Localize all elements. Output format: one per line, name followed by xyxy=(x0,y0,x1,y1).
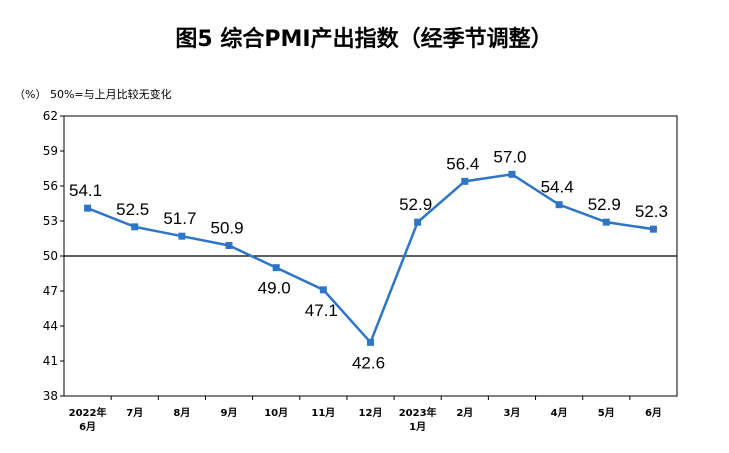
x-tick-label: 2022年 xyxy=(69,406,107,419)
data-label: 51.7 xyxy=(163,209,196,228)
unit-note: （%） 50%=与上月比较无变化 xyxy=(14,87,172,101)
x-axis: 2022年 6月 7月 8月 9月 10月 11月 12月 2023年 1月 2月 3月 4月 5月 6月 xyxy=(69,396,662,433)
data-point-marker xyxy=(508,170,516,178)
y-tick-label: 47 xyxy=(43,284,58,298)
x-tick-label: 12月 xyxy=(359,407,383,419)
chart-title: 图5 综合PMI产出指数（经季节调整） xyxy=(175,26,552,52)
x-tick-label: 4月 xyxy=(551,407,568,419)
data-point-marker xyxy=(272,264,280,272)
x-tick-label: 5月 xyxy=(598,407,615,419)
data-label: 56.4 xyxy=(446,154,479,173)
data-label: 52.9 xyxy=(399,195,432,214)
y-tick-label: 44 xyxy=(43,319,58,333)
data-point-marker xyxy=(225,242,233,249)
x-tick-label: 9月 xyxy=(221,407,238,419)
y-tick-label: 38 xyxy=(43,389,58,403)
data-point-marker xyxy=(131,223,139,231)
x-tick-label: 2023年 xyxy=(399,406,437,419)
data-point-marker xyxy=(319,286,327,294)
data-labels: 54.1 52.5 51.7 50.9 49.0 47.1 42.6 52.9 56.4 57.0… xyxy=(69,147,668,372)
x-tick-label: 1月 xyxy=(409,421,426,433)
data-label: 57.0 xyxy=(493,147,526,166)
data-point-marker xyxy=(367,338,374,346)
data-point-marker xyxy=(414,218,422,226)
y-tick-label: 41 xyxy=(43,354,58,368)
data-label: 52.5 xyxy=(116,200,149,219)
x-tick-label: 3月 xyxy=(503,407,520,419)
series-markers xyxy=(84,170,657,346)
data-label: 42.6 xyxy=(352,353,385,372)
data-point-marker xyxy=(84,204,92,212)
data-point-marker xyxy=(461,177,469,185)
series-line xyxy=(87,173,654,345)
data-point-marker xyxy=(602,218,610,226)
data-label: 50.9 xyxy=(210,219,243,238)
data-point-marker xyxy=(178,232,186,240)
data-label: 47.1 xyxy=(305,301,338,320)
x-tick-label: 7月 xyxy=(126,407,143,419)
x-tick-label: 11月 xyxy=(311,407,335,419)
y-axis: 38 41 44 47 50 53 56 59 62 xyxy=(43,109,64,403)
y-tick-label: 56 xyxy=(43,179,58,193)
data-label: 54.1 xyxy=(69,181,102,200)
data-label: 52.3 xyxy=(635,202,668,221)
x-tick-label: 6月 xyxy=(79,421,96,433)
data-point-marker xyxy=(649,225,657,233)
data-label: 54.4 xyxy=(541,178,574,197)
y-tick-label: 53 xyxy=(43,214,58,228)
data-label: 49.0 xyxy=(258,279,291,298)
x-tick-label: 8月 xyxy=(173,407,190,419)
y-tick-label: 62 xyxy=(43,109,58,123)
data-label: 52.9 xyxy=(588,195,621,214)
x-tick-label: 6月 xyxy=(645,407,662,419)
x-tick-label: 2月 xyxy=(456,407,473,419)
x-tick-label: 10月 xyxy=(264,407,288,419)
data-point-marker xyxy=(555,201,563,209)
y-tick-label: 59 xyxy=(43,144,58,158)
y-tick-label: 50 xyxy=(43,249,58,263)
